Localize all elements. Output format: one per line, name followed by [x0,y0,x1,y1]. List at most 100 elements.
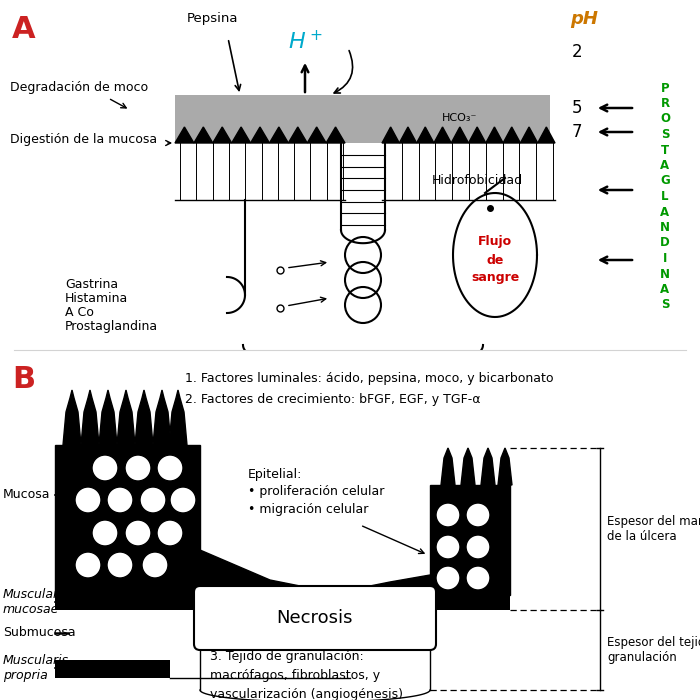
Polygon shape [503,127,520,143]
Bar [175,95,550,143]
Polygon shape [213,127,232,143]
Polygon shape [441,448,455,485]
Text: 2. Factores de crecimiento: bFGF, EGF, y TGF-α: 2. Factores de crecimiento: bFGF, EGF, y… [185,393,480,406]
Polygon shape [498,448,512,485]
Text: Histamina: Histamina [65,292,128,305]
Polygon shape [350,575,430,605]
Polygon shape [326,127,345,143]
Text: 5: 5 [572,99,582,117]
Polygon shape [169,390,187,445]
Circle shape [75,552,101,578]
Polygon shape [200,550,350,605]
Text: A: A [660,283,670,296]
Circle shape [436,566,460,590]
Polygon shape [81,390,99,445]
Polygon shape [135,390,153,445]
Polygon shape [194,127,213,143]
Text: A: A [12,15,36,44]
Text: Pepsina: Pepsina [188,12,239,25]
Polygon shape [481,448,495,485]
Polygon shape [468,127,486,143]
FancyBboxPatch shape [194,586,436,650]
Polygon shape [232,127,251,143]
Polygon shape [382,127,399,143]
Polygon shape [117,390,135,445]
Polygon shape [416,127,434,143]
Polygon shape [461,448,475,485]
Text: Submucosa: Submucosa [3,626,76,640]
Polygon shape [307,127,326,143]
Circle shape [125,520,151,546]
Circle shape [157,455,183,481]
Polygon shape [520,127,538,143]
Circle shape [142,552,168,578]
Circle shape [140,487,166,513]
Circle shape [157,520,183,546]
Text: Epitelial:: Epitelial: [248,468,302,481]
Circle shape [466,503,490,527]
Polygon shape [175,127,194,143]
Text: S: S [661,128,669,141]
Text: • proliferación celular: • proliferación celular [248,485,384,498]
Text: 7: 7 [572,123,582,141]
Text: P: P [661,81,669,94]
Text: $H^+$: $H^+$ [288,30,322,53]
Text: HCO₃⁻: HCO₃⁻ [442,113,477,123]
Text: 1. Factores luminales: ácido, pepsina, moco, y bicarbonato: 1. Factores luminales: ácido, pepsina, m… [185,372,554,385]
Circle shape [75,487,101,513]
Text: Hidrofobicidad: Hidrofobicidad [432,174,523,186]
Polygon shape [251,127,270,143]
Polygon shape [434,127,452,143]
Text: A Co: A Co [65,306,94,319]
Bar [55,596,200,610]
Polygon shape [430,485,510,595]
Circle shape [92,520,118,546]
Circle shape [125,455,151,481]
Text: A: A [660,206,670,218]
Text: 2: 2 [572,43,582,61]
Text: N: N [660,221,670,234]
Polygon shape [270,127,288,143]
Circle shape [92,455,118,481]
Text: Espesor del margen
de la úlcera: Espesor del margen de la úlcera [607,515,700,543]
Circle shape [107,552,133,578]
Text: Necrosis: Necrosis [276,609,354,627]
Text: • migración celular: • migración celular [248,503,368,516]
Text: L: L [662,190,668,203]
Text: 3. Tejido de granulación:
macrófagos, fibroblastos, y
vascularización (angiogéne: 3. Tejido de granulación: macrófagos, fi… [210,650,403,700]
Text: T: T [661,144,669,157]
Polygon shape [399,127,416,143]
Text: G: G [660,174,670,188]
Text: D: D [660,237,670,249]
Circle shape [170,487,196,513]
Text: B: B [12,365,35,394]
Polygon shape [486,127,503,143]
Text: N: N [660,267,670,281]
Text: Flujo
de
sangre: Flujo de sangre [471,235,519,284]
Circle shape [466,566,490,590]
Circle shape [107,487,133,513]
Polygon shape [153,390,171,445]
Polygon shape [55,445,200,595]
Text: O: O [660,113,670,125]
Text: Gastrina: Gastrina [65,278,118,291]
Text: Muscularis
mucosae: Muscularis mucosae [3,588,69,616]
Text: A: A [660,159,670,172]
Text: R: R [660,97,670,110]
Text: S: S [661,298,669,312]
Bar [430,596,510,610]
Text: I: I [663,252,667,265]
Polygon shape [99,390,117,445]
Circle shape [436,535,460,559]
Polygon shape [452,127,468,143]
Polygon shape [288,127,307,143]
Polygon shape [63,390,81,445]
Text: pH: pH [570,10,598,28]
Text: Mucosa: Mucosa [3,489,50,501]
Polygon shape [538,127,555,143]
Circle shape [466,535,490,559]
Bar [55,660,170,678]
Text: Prostaglandina: Prostaglandina [65,320,158,333]
Text: Degradación de moco: Degradación de moco [10,81,148,94]
Circle shape [436,503,460,527]
